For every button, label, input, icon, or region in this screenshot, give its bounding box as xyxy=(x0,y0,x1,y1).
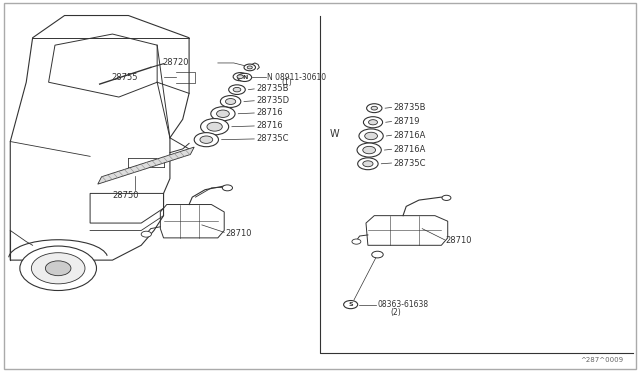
Circle shape xyxy=(141,231,152,237)
Circle shape xyxy=(371,106,378,110)
Circle shape xyxy=(45,261,71,276)
Circle shape xyxy=(247,66,252,69)
Circle shape xyxy=(244,64,255,71)
Text: 28735C: 28735C xyxy=(394,158,426,167)
Text: W: W xyxy=(330,129,339,139)
Circle shape xyxy=(194,133,218,147)
Circle shape xyxy=(369,120,378,125)
Circle shape xyxy=(237,73,252,81)
Text: S: S xyxy=(348,302,353,307)
Circle shape xyxy=(237,75,243,78)
Text: 28716A: 28716A xyxy=(394,131,426,140)
Circle shape xyxy=(352,239,361,244)
Circle shape xyxy=(365,132,378,140)
Text: 28755: 28755 xyxy=(111,73,138,82)
Text: 28716: 28716 xyxy=(256,122,283,131)
Text: 28716: 28716 xyxy=(256,109,283,118)
Circle shape xyxy=(211,107,235,121)
Circle shape xyxy=(228,85,245,94)
Text: N 08911-30610: N 08911-30610 xyxy=(267,73,326,82)
Text: 28719: 28719 xyxy=(394,117,420,126)
Text: (1): (1) xyxy=(282,78,292,87)
Circle shape xyxy=(216,110,229,118)
Text: ^287^0009: ^287^0009 xyxy=(580,357,623,363)
Text: 28720: 28720 xyxy=(163,58,189,67)
Circle shape xyxy=(363,146,376,154)
Circle shape xyxy=(200,119,228,135)
Text: (2): (2) xyxy=(390,308,401,317)
Circle shape xyxy=(359,129,383,143)
Text: 28735D: 28735D xyxy=(256,96,289,105)
Circle shape xyxy=(442,195,451,201)
Circle shape xyxy=(367,104,382,113)
Circle shape xyxy=(20,246,97,291)
Circle shape xyxy=(358,158,378,170)
Circle shape xyxy=(372,251,383,258)
Circle shape xyxy=(200,136,212,143)
Circle shape xyxy=(357,143,381,157)
Circle shape xyxy=(207,122,222,131)
Circle shape xyxy=(344,301,358,309)
Text: 28710: 28710 xyxy=(225,229,252,238)
Circle shape xyxy=(31,253,85,284)
Text: 28735C: 28735C xyxy=(256,134,289,144)
Text: 08363-61638: 08363-61638 xyxy=(378,300,429,309)
Circle shape xyxy=(220,96,241,108)
Circle shape xyxy=(225,99,236,105)
Text: 28710: 28710 xyxy=(446,236,472,246)
Circle shape xyxy=(363,161,373,167)
Text: 28735B: 28735B xyxy=(394,103,426,112)
Circle shape xyxy=(233,73,247,81)
Text: 28735B: 28735B xyxy=(256,84,289,93)
Circle shape xyxy=(364,117,383,128)
Circle shape xyxy=(222,185,232,191)
Circle shape xyxy=(233,87,241,92)
Text: 28716A: 28716A xyxy=(394,145,426,154)
Text: 28750: 28750 xyxy=(112,191,138,200)
Polygon shape xyxy=(98,147,194,184)
Text: N: N xyxy=(242,75,247,80)
